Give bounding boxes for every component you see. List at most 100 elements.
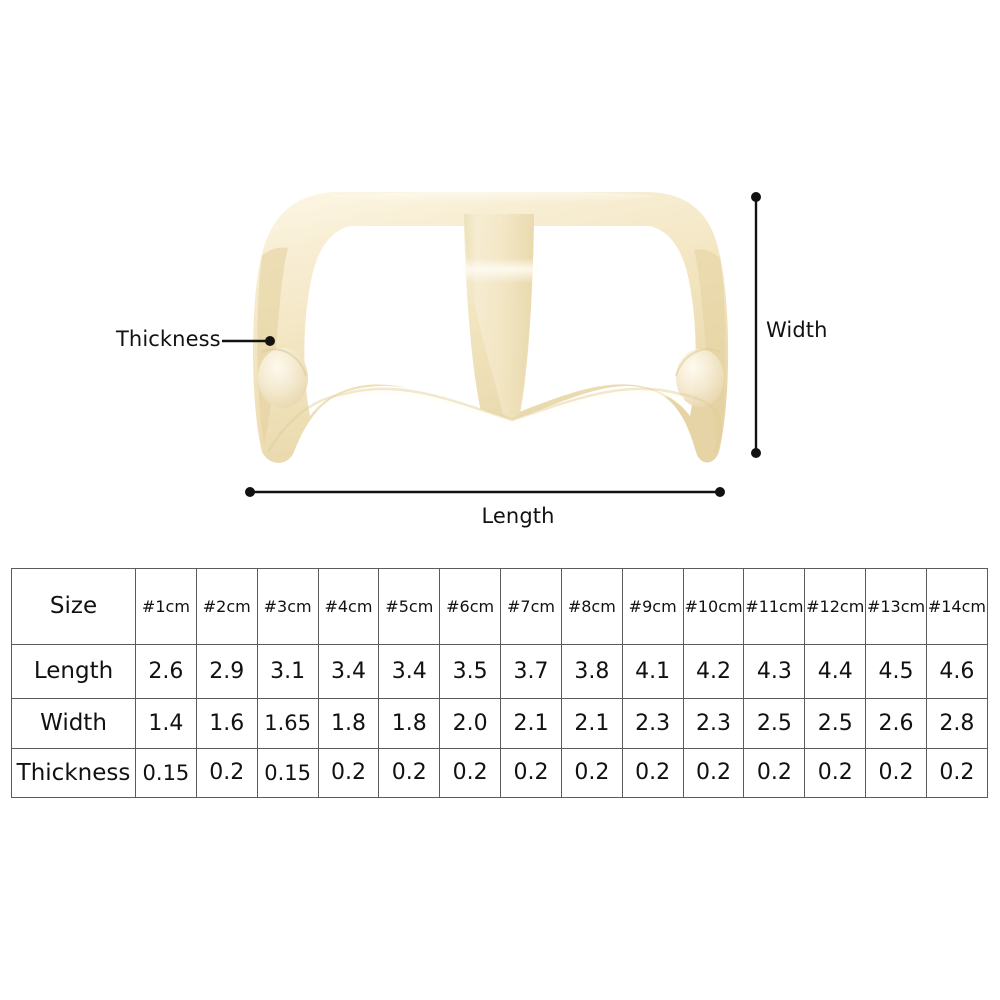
size-unit: cm [900,596,926,616]
size-unit: cm [226,596,251,616]
table-cell-width: 1.4 [135,698,197,749]
length-line-left-dot [245,487,255,497]
column-header-size: #11cm [743,568,806,645]
table-cell-length: 3.1 [256,644,319,699]
size-unit: cm [408,596,434,616]
size-number: #11 [745,596,780,616]
table-cell-length: 4.6 [925,644,988,699]
table-header-row: Size #1cm #2cm #3cm #4cm #5cm #6cm #7cm #8cm #9c… [11,568,988,645]
column-header-size: #5cm [378,568,441,645]
table-cell-length: 3.4 [317,644,380,699]
thickness-leader-dot [265,336,275,346]
table-cell-thickness: 0.2 [621,748,684,798]
table-cell-width: 1.6 [195,698,258,749]
table-cell-length: 4.1 [621,644,684,699]
table-cell-width: 1.65 [256,698,319,749]
table-cell-length: 3.4 [378,644,441,699]
table-cell-length: 3.8 [560,644,623,699]
size-number: #8 [567,596,592,616]
right-nub [676,349,724,407]
top-edge-gloss [330,191,654,204]
table-cell-thickness: 0.2 [925,748,988,798]
table-cell-length: 4.4 [804,644,867,699]
column-header-size: #6cm [439,568,502,645]
table-cell-width: 1.8 [378,698,441,749]
size-number: #10 [684,596,719,616]
size-number: #14 [927,596,962,616]
size-number: #5 [385,596,409,616]
table-cell-width: 2.8 [925,698,988,749]
column-header-size: #2cm [195,568,258,645]
bottom-outer-shade [266,387,722,453]
table-cell-width: 2.0 [439,698,502,749]
table-cell-thickness: 0.2 [743,748,806,798]
table-cell-thickness: 0.15 [135,748,197,798]
table-cell-width: 2.5 [743,698,806,749]
table-cell-thickness: 0.2 [500,748,562,798]
thickness-leader [222,336,275,346]
size-unit: cm [469,596,495,616]
size-unit: cm [287,596,312,616]
size-unit: cm [348,596,373,616]
length-annotation-label: Length [481,504,555,528]
column-header-size: #10cm [682,568,745,645]
product-illustration [222,191,761,497]
width-annotation-label: Width [766,318,828,342]
table-cell-width: 2.1 [500,698,562,749]
table-cell-width: 2.3 [621,698,684,749]
width-dimension-line [751,192,761,458]
table-row: Length 2.6 2.9 3.1 3.4 3.4 3.5 3.7 3.8 4.1 4.2 4.3… [11,644,988,699]
table-cell-width: 2.3 [682,698,745,749]
table-cell-length: 4.5 [865,644,927,699]
table-cell-thickness: 0.2 [804,748,867,798]
size-number: #13 [866,596,901,616]
row-label-length: Length [11,644,136,699]
column-header-size: #13cm [865,568,927,645]
left-nub [258,348,308,408]
column-header-size: #14cm [925,568,988,645]
table-cell-width: 2.5 [804,698,867,749]
right-nub-edge [675,348,721,377]
column-header-size: #9cm [621,568,684,645]
size-table: Size #1cm #2cm #3cm #4cm #5cm #6cm #7cm #8cm #9c… [11,568,988,798]
column-header-size: #7cm [500,568,562,645]
table-cell-thickness: 0.2 [439,748,502,798]
table-row: Thickness 0.15 0.2 0.15 0.2 0.2 0.2 0.2 0.2 0.2 0… [11,748,988,798]
table-cell-width: 2.1 [560,698,623,749]
size-unit: cm [839,596,865,616]
header-size-label: Size [11,568,136,645]
column-header-size: #8cm [560,568,623,645]
table-cell-thickness: 0.2 [560,748,623,798]
size-number: #9 [628,596,653,616]
length-dimension-line [245,487,725,497]
size-number: #7 [506,596,531,616]
bottom-rail-highlight [337,389,685,425]
size-unit: cm [165,596,190,616]
size-table-container: Size #1cm #2cm #3cm #4cm #5cm #6cm #7cm #8cm #9c… [11,568,988,798]
table-cell-length: 3.5 [439,644,502,699]
table-cell-thickness: 0.2 [865,748,927,798]
table-cell-length: 4.2 [682,644,745,699]
size-number: #4 [324,596,349,616]
left-window-opening [304,226,481,416]
table-row: Width 1.4 1.6 1.65 1.8 1.8 2.0 2.1 2.1 2.3 2.3 2.5… [11,698,988,749]
size-unit: cm [530,596,555,616]
table-cell-length: 2.6 [135,644,197,699]
row-label-thickness: Thickness [11,748,136,798]
width-line-bottom-dot [751,448,761,458]
size-unit: cm [961,596,986,616]
table-cell-length: 2.9 [195,644,258,699]
thickness-annotation-label: Thickness [116,327,221,351]
size-unit: cm [779,596,804,616]
product-figure: Thickness Width Length [116,191,828,528]
column-header-size: #3cm [256,568,319,645]
table-cell-thickness: 0.2 [317,748,380,798]
table-cell-thickness: 0.2 [682,748,745,798]
size-number: #2 [202,596,227,616]
size-unit: cm [652,596,677,616]
right-window-opening [519,226,696,416]
column-header-size: #1cm [135,568,197,645]
column-header-size: #4cm [317,568,380,645]
appliance-body [253,191,729,463]
